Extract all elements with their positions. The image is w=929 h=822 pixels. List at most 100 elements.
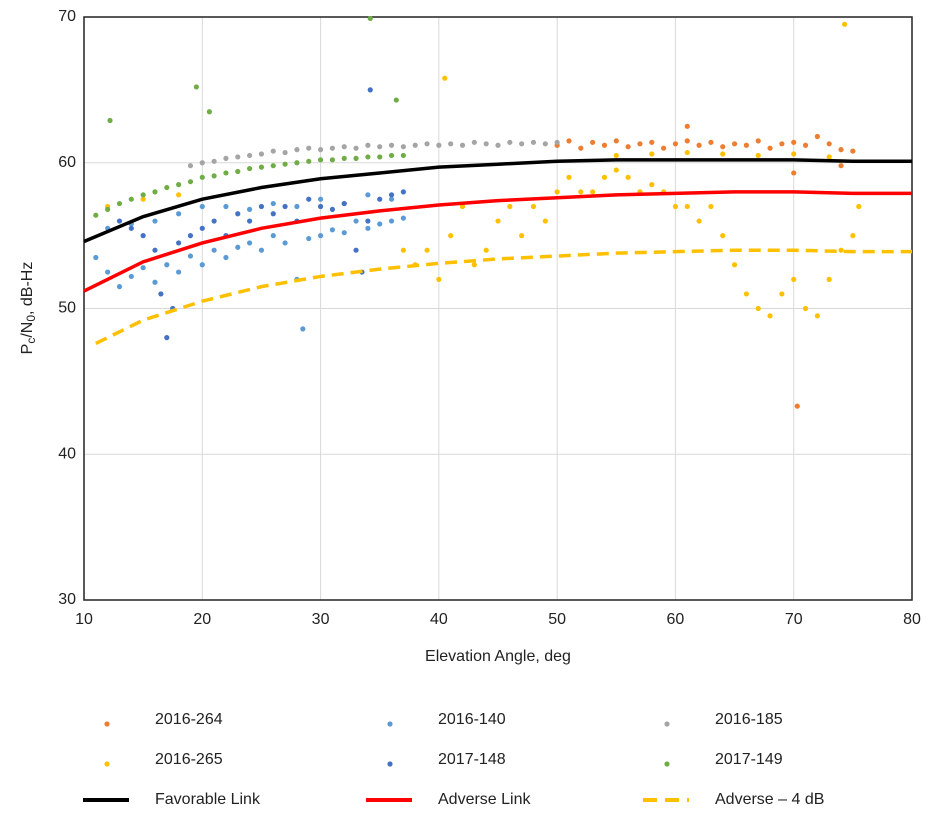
data-point [193,84,199,90]
data-point [341,155,347,161]
x-tick-label: 30 [312,611,330,628]
series-line [83,190,912,293]
data-point [542,141,548,147]
data-point [211,173,217,179]
data-point [377,144,383,150]
data-point [696,142,702,148]
data-point [755,138,761,144]
data-point [329,145,335,151]
data-point [365,192,371,198]
legend-label: 2016-185 [715,711,783,728]
y-tick-label: 30 [58,591,76,608]
y-label-part: /N [19,322,36,338]
data-point [128,196,134,202]
data-point [507,203,513,210]
data-point [601,142,608,148]
plot-frame [83,16,913,601]
data-point [317,147,324,153]
data-point [258,247,265,253]
data-point [116,284,123,290]
data-point [720,144,726,150]
data-point [235,211,241,217]
data-point [779,291,785,297]
data-point [211,247,217,253]
data-point [105,269,111,275]
data-point [258,151,265,157]
data-point [258,203,265,210]
data-point [306,158,312,164]
data-point [791,170,797,176]
data-point [329,157,335,163]
data-point [530,139,537,145]
x-tick-label: 50 [548,611,566,628]
data-point [708,139,714,145]
data-point [400,189,406,195]
data-point [448,141,454,147]
y-label-part: , dB-Hz [19,262,36,315]
data-point [637,141,643,147]
data-point [471,262,477,268]
y-label-subscript: c [24,338,38,344]
data-point [613,167,619,173]
data-point [530,203,537,210]
data-point [235,154,241,160]
data-point [270,148,276,154]
series-line [95,248,912,346]
data-point [684,138,690,144]
legend-label: 2017-149 [715,751,783,768]
data-point [199,160,205,166]
data-point [294,203,300,210]
data-point [341,230,347,236]
legend-label: Adverse – 4 dB [715,791,824,808]
data-point [158,291,164,297]
legend-marker [104,761,110,767]
data-point [377,196,383,202]
data-point [317,196,324,202]
data-point [116,218,123,224]
data-point [767,145,773,151]
data-point [661,145,667,151]
data-point [791,151,797,157]
data-point [459,203,466,210]
data-point [672,203,679,210]
data-point [353,247,359,253]
data-point [247,240,253,246]
x-tick-label: 20 [193,611,211,628]
data-point [649,151,655,157]
data-point [542,218,548,224]
data-point [814,313,820,319]
data-point [649,139,655,145]
data-point [270,163,276,169]
data-point [566,138,572,144]
data-point [199,225,205,231]
data-point [388,192,395,198]
data-point [152,247,158,253]
data-point [850,233,856,239]
data-point [791,139,797,145]
data-point [400,247,406,253]
data-point [393,97,399,103]
data-point [856,203,862,210]
data-point [152,218,158,224]
data-point [187,233,194,239]
legend-label: 2016-265 [155,751,223,768]
data-point [223,170,229,176]
data-point [850,148,856,154]
data-point [247,165,253,172]
data-point [459,142,466,148]
data-point [353,145,359,151]
data-point [424,247,430,253]
data-point [601,174,608,180]
data-point [282,240,288,246]
data-point [400,144,406,150]
data-point [247,152,253,159]
legend-label: 2017-148 [438,751,506,768]
data-point [223,203,229,210]
data-point [211,218,217,224]
x-tick-label: 80 [903,611,921,628]
x-axis-label: Elevation Angle, deg [425,648,571,665]
data-point [317,233,324,239]
data-point [649,182,655,188]
data-point [341,144,347,150]
y-tick-label: 50 [58,300,76,317]
